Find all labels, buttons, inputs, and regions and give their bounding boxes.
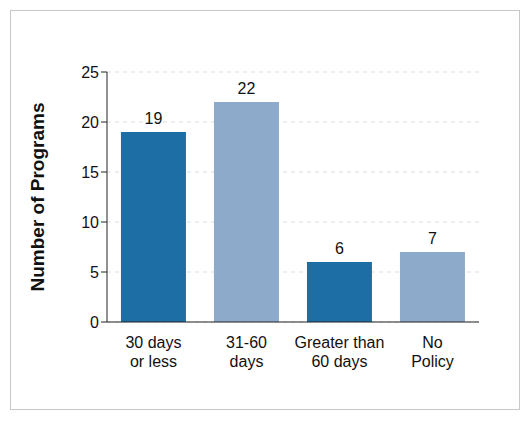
svg-text:10: 10 [81, 214, 99, 231]
svg-text:Number of Programs: Number of Programs [27, 103, 48, 292]
svg-text:30 daysor less: 30 daysor less [125, 334, 181, 370]
svg-text:6: 6 [335, 240, 344, 257]
svg-text:5: 5 [90, 264, 99, 281]
svg-text:19: 19 [145, 110, 163, 127]
svg-text:0: 0 [90, 314, 99, 331]
svg-text:15: 15 [81, 164, 99, 181]
svg-text:22: 22 [238, 80, 256, 97]
svg-text:Greater than60 days: Greater than60 days [295, 334, 385, 370]
svg-text:NoPolicy: NoPolicy [411, 334, 454, 370]
svg-text:7: 7 [428, 230, 437, 247]
svg-text:25: 25 [81, 64, 99, 81]
svg-text:20: 20 [81, 114, 99, 131]
svg-text:31-60days: 31-60days [226, 334, 267, 370]
